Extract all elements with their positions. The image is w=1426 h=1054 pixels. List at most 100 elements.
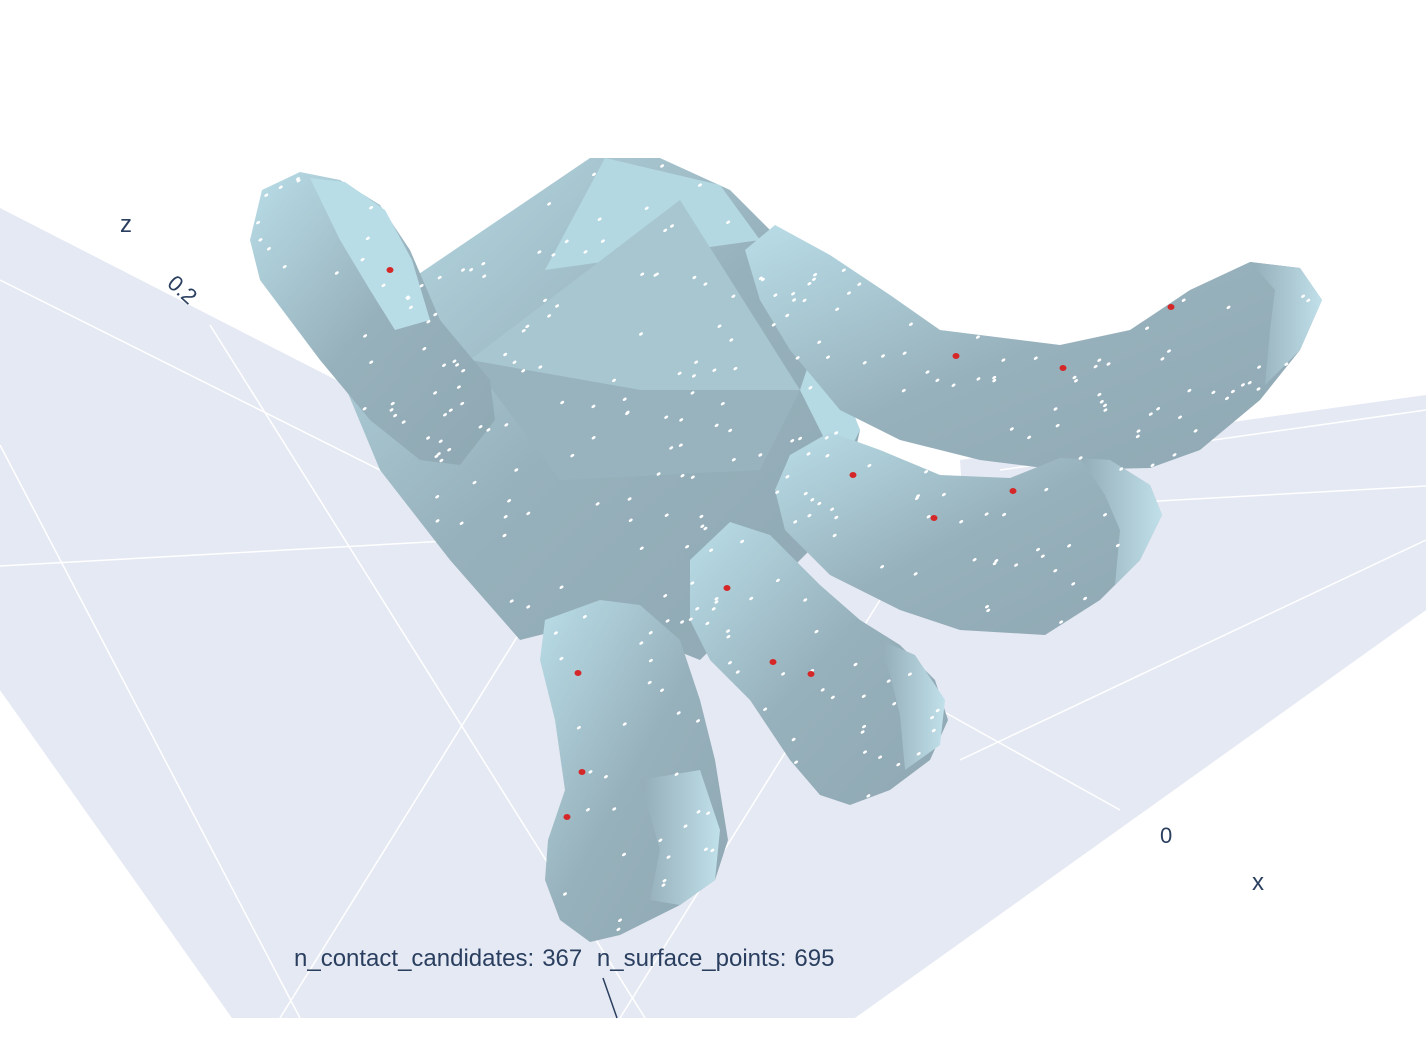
surface-point: [1033, 356, 1038, 360]
surface-point: [931, 728, 936, 733]
surface-point: [994, 559, 999, 563]
surface-point: [992, 561, 997, 566]
surface-point: [813, 273, 818, 277]
surface-point: [622, 397, 627, 401]
contact-points: [386, 267, 1175, 820]
surface-point: [648, 631, 653, 635]
surface-point: [803, 491, 808, 496]
surface-point: [521, 329, 526, 333]
surface-point: [1074, 379, 1078, 383]
surface-point: [582, 615, 587, 619]
surface-point: [1044, 487, 1049, 492]
surface-point: [640, 272, 645, 276]
surface-point: [676, 711, 681, 715]
surface-point: [369, 360, 374, 364]
surface-point: [660, 688, 664, 692]
surface-point: [1256, 387, 1261, 391]
surface-point: [381, 283, 386, 288]
surface-point: [735, 670, 740, 674]
surface-point: [841, 268, 846, 272]
surface-point: [654, 272, 659, 276]
contact-point: [723, 585, 731, 591]
surface-point: [564, 239, 569, 244]
surface-point: [803, 598, 808, 602]
surface-point: [690, 475, 695, 479]
surface-point: [362, 407, 367, 411]
contact-point: [1059, 365, 1067, 371]
surface-point: [1103, 513, 1107, 517]
surface-point: [469, 268, 474, 272]
ring-tip-highlight: [880, 640, 945, 770]
surface-point: [984, 512, 989, 516]
surface-point: [930, 715, 935, 720]
surface-point: [1099, 400, 1104, 404]
surface-point: [442, 363, 446, 367]
surface-point: [547, 314, 552, 318]
contact-point: [574, 670, 582, 676]
surface-point: [703, 526, 708, 531]
surface-point: [1150, 463, 1155, 467]
surface-point: [639, 332, 643, 336]
surface-point: [389, 408, 394, 412]
surface-point: [717, 324, 722, 328]
surface-point: [503, 515, 508, 519]
surface-point: [1247, 381, 1252, 385]
surface-point: [514, 468, 519, 472]
surface-point: [976, 377, 981, 381]
surface-point: [758, 453, 763, 457]
z-axis-title: z: [120, 211, 132, 238]
surface-point: [1097, 392, 1102, 397]
surface-point: [435, 495, 440, 499]
surface-point: [714, 423, 719, 428]
surface-point: [674, 772, 679, 776]
surface-point: [401, 420, 406, 424]
surface-point: [1119, 467, 1124, 471]
surface-point: [1156, 407, 1161, 411]
surface-point: [438, 439, 443, 443]
surface-point: [334, 271, 339, 275]
surface-point: [576, 726, 581, 730]
surface-point: [456, 385, 461, 389]
surface-point: [1103, 403, 1107, 408]
surface-point: [726, 629, 730, 633]
surface-point: [728, 661, 732, 665]
surface-point: [1193, 429, 1198, 433]
surface-point: [600, 239, 605, 243]
surface-point: [551, 253, 556, 257]
surface-point: [726, 635, 731, 639]
surface-point: [663, 594, 668, 598]
surface-point: [1135, 434, 1140, 439]
middle-tip-highlight: [1080, 458, 1162, 585]
surface-point: [825, 454, 830, 458]
surface-point: [612, 807, 617, 811]
surface-point: [537, 250, 542, 254]
hand-mesh[interactable]: [250, 158, 1322, 942]
surface-point: [656, 472, 661, 476]
surface-point: [835, 307, 840, 311]
surface-point: [670, 224, 674, 228]
surface-point: [1097, 358, 1102, 362]
surface-point: [817, 340, 822, 344]
point-count-annotation: n_contact_candidates: 367 n_surface_point…: [294, 945, 842, 973]
surface-points: [256, 164, 1311, 932]
surface-point: [807, 282, 812, 286]
surface-point: [618, 918, 622, 922]
contact-point: [578, 769, 586, 775]
surface-point: [972, 558, 977, 562]
surface-point: [282, 265, 287, 269]
contact-candidates-label: n_contact_candidates:: [294, 945, 535, 972]
surface-point: [886, 679, 891, 683]
surface-point: [258, 238, 263, 242]
surface-point: [597, 217, 602, 221]
surface-point: [555, 304, 560, 308]
contact-candidates-value: 367: [542, 945, 583, 972]
surface-point: [941, 492, 946, 497]
surface-point: [902, 351, 907, 355]
surface-point: [925, 370, 930, 374]
surface-point: [603, 775, 608, 779]
surface-point: [509, 599, 514, 603]
surface-point: [740, 539, 745, 544]
surface-point: [660, 164, 665, 168]
surface-point: [793, 520, 798, 524]
